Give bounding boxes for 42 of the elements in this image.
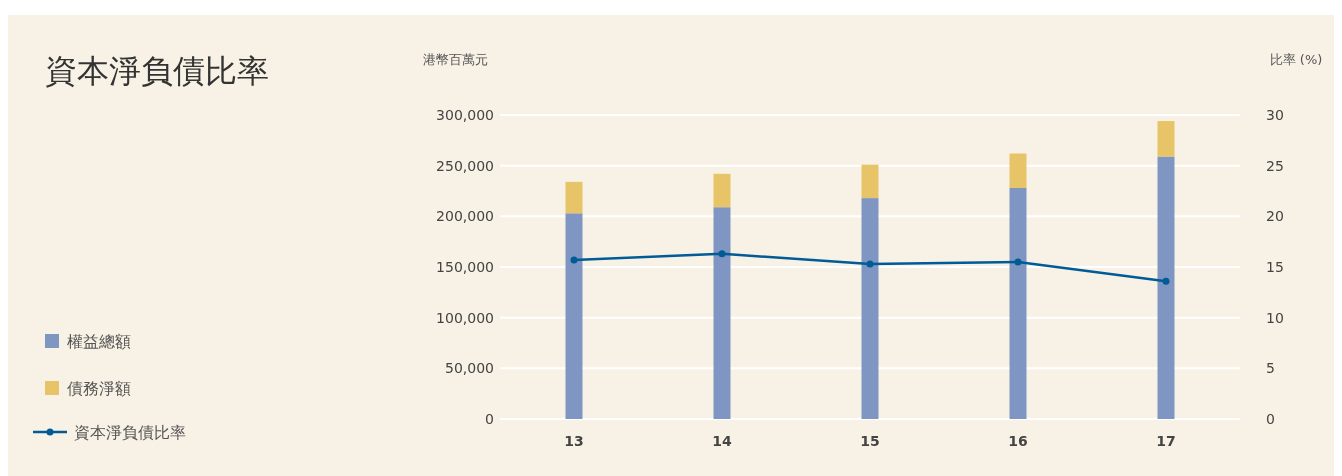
text: 資本淨負債比率: [45, 52, 269, 90]
point: [1014, 258, 1022, 266]
y2-tick-label: 25: [1266, 157, 1284, 174]
y-tick-label: 300,000: [436, 107, 494, 123]
y-tick-label: 250,000: [436, 157, 494, 174]
point: [866, 260, 874, 268]
bar: [861, 164, 879, 199]
bar: [713, 207, 731, 419]
x-tick-label: 14: [712, 433, 732, 449]
y2-tick-label: 10: [1266, 309, 1284, 326]
bar: [1157, 156, 1175, 419]
x-tick-label: 13: [564, 433, 584, 449]
legend-item: 權益總額: [45, 332, 131, 351]
legend-label: 權益總額: [67, 332, 131, 351]
point: [1162, 277, 1170, 285]
legend-item: 債務淨額: [45, 379, 131, 398]
legend-label: 資本淨負債比率: [74, 423, 186, 442]
x-tick-label: 15: [860, 433, 880, 449]
x-tick-label: 16: [1008, 433, 1028, 449]
bar: [861, 198, 879, 419]
point: [718, 250, 726, 258]
point: [570, 256, 578, 264]
y2-tick-label: 20: [1266, 208, 1284, 225]
bar: [1009, 187, 1027, 419]
y-axis-title: 港幣百萬元: [422, 52, 488, 67]
y2-tick-label: 5: [1266, 360, 1275, 377]
legend-label: 債務淨額: [67, 379, 131, 398]
y-tick-label: 50,000: [445, 360, 494, 377]
y-tick-label: 200,000: [436, 208, 494, 225]
bar: [713, 173, 731, 208]
y2-tick-label: 30: [1266, 107, 1284, 123]
bar: [565, 213, 583, 419]
bar: [1009, 153, 1027, 188]
bar: [565, 181, 583, 214]
x-tick-label: 17: [1156, 433, 1176, 449]
y2-tick-label: 15: [1266, 259, 1284, 275]
y-tick-label: 0: [485, 411, 494, 427]
y-tick-label: 150,000: [436, 259, 494, 275]
y2-tick-label: 0: [1266, 411, 1275, 427]
y2-axis-title: 比率 (%): [1269, 52, 1323, 67]
y-tick-label: 100,000: [436, 309, 494, 326]
bar: [1157, 121, 1175, 157]
